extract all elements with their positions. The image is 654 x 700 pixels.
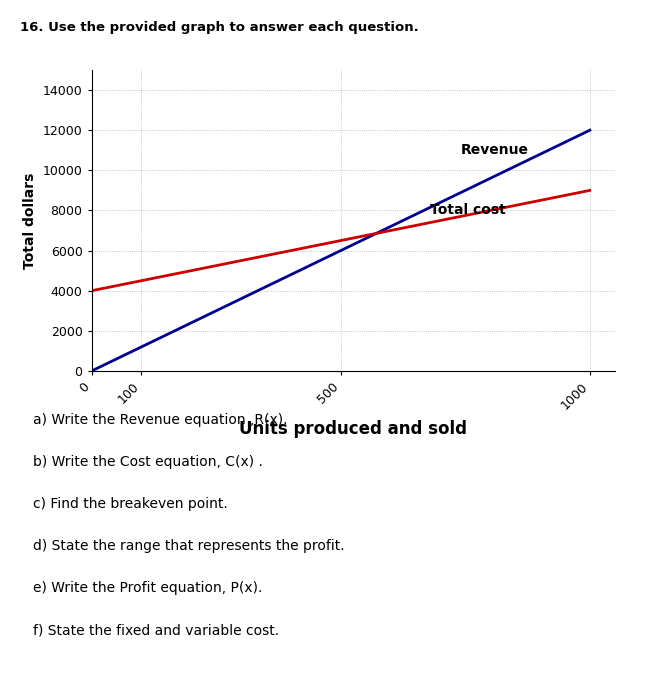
Text: Revenue: Revenue	[460, 144, 528, 158]
Text: a) Write the Revenue equation ,R(x).: a) Write the Revenue equation ,R(x).	[33, 413, 287, 427]
Text: b) Write the Cost equation, C(x) .: b) Write the Cost equation, C(x) .	[33, 455, 262, 469]
Y-axis label: Total dollars: Total dollars	[23, 172, 37, 269]
Text: Total cost: Total cost	[430, 204, 506, 218]
Text: d) State the range that represents the profit.: d) State the range that represents the p…	[33, 539, 344, 553]
Text: 16. Use the provided graph to answer each question.: 16. Use the provided graph to answer eac…	[20, 21, 419, 34]
Text: e) Write the Profit equation, P(x).: e) Write the Profit equation, P(x).	[33, 581, 262, 595]
Text: f) State the fixed and variable cost.: f) State the fixed and variable cost.	[33, 623, 279, 637]
X-axis label: Units produced and sold: Units produced and sold	[239, 420, 467, 438]
Text: c) Find the breakeven point.: c) Find the breakeven point.	[33, 497, 228, 511]
